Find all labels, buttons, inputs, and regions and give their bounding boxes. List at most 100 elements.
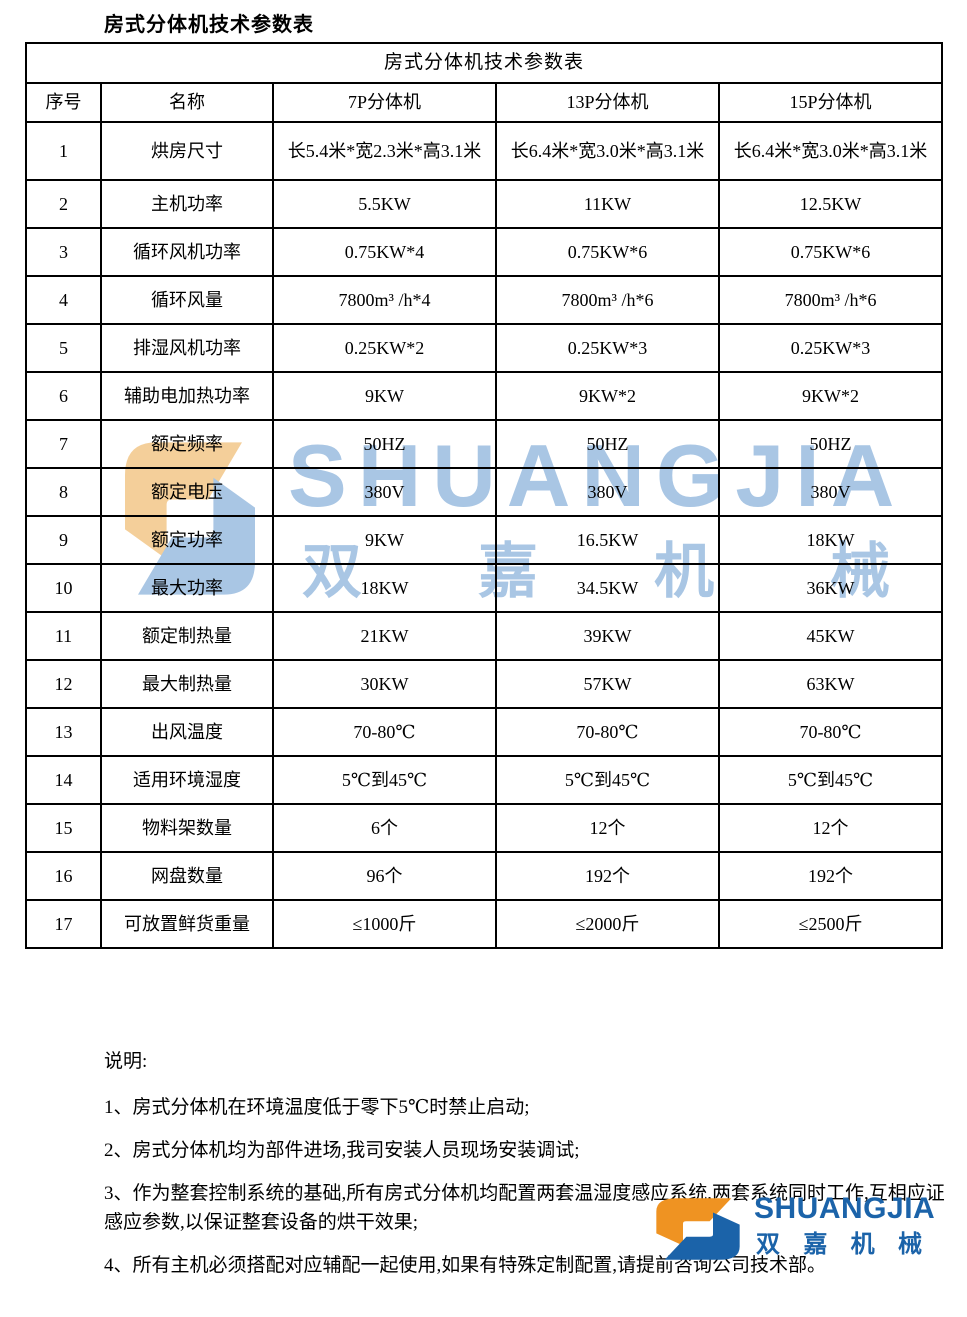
param-value-cell: 36KW	[717, 563, 944, 613]
param-name-cell: 主机功率	[100, 179, 274, 229]
param-value-cell: 长6.4米*宽3.0米*高3.1米	[717, 121, 944, 181]
table-row: 4 循环风量 7800m³ /h*4 7800m³ /h*6 7800m³ /h*6	[25, 275, 944, 325]
param-value-cell: 0.25KW*3	[717, 323, 944, 373]
param-value-cell: 0.75KW*6	[495, 227, 720, 277]
param-value-cell: 5℃到45℃	[495, 755, 720, 805]
page-title: 房式分体机技术参数表	[104, 14, 314, 36]
table-row: 13 出风温度 70-80℃ 70-80℃ 70-80℃	[25, 707, 944, 757]
row-number-cell: 9	[25, 515, 102, 565]
param-value-cell: 9KW*2	[495, 371, 720, 421]
param-value-cell: 21KW	[272, 611, 497, 661]
row-number-cell: 5	[25, 323, 102, 373]
param-value-cell: ≤2000斤	[495, 899, 720, 949]
param-value-cell: 45KW	[717, 611, 944, 661]
param-value-cell: 57KW	[495, 659, 720, 709]
param-value-cell: 18KW	[272, 563, 497, 613]
param-name-cell: 最大制热量	[100, 659, 274, 709]
param-value-cell: 380V	[272, 467, 497, 517]
table-caption-row: 房式分体机技术参数表	[24, 42, 944, 84]
col-header-index: 序号	[25, 82, 102, 123]
param-value-cell: 192个	[717, 851, 944, 901]
note-item-1: 1、房式分体机在环境温度低于零下5℃时禁止启动;	[104, 1097, 530, 1118]
param-value-cell: 70-80℃	[717, 707, 944, 757]
table-row: 14 适用环境湿度 5℃到45℃ 5℃到45℃ 5℃到45℃	[25, 755, 944, 805]
table-row: 11 额定制热量 21KW 39KW 45KW	[25, 611, 944, 661]
param-name-cell: 循环风机功率	[100, 227, 274, 277]
param-name-cell: 网盘数量	[100, 851, 274, 901]
row-number-cell: 8	[25, 467, 102, 517]
row-number-cell: 16	[25, 851, 102, 901]
param-value-cell: 12.5KW	[717, 179, 944, 229]
param-value-cell: 380V	[495, 467, 720, 517]
table-row: 9 额定功率 9KW 16.5KW 18KW	[25, 515, 944, 565]
col-header-name: 名称	[100, 82, 274, 123]
note-item-2: 2、房式分体机均为部件进场,我司安装人员现场安装调试;	[104, 1140, 580, 1161]
param-value-cell: ≤2500斤	[717, 899, 944, 949]
param-value-cell: 9KW*2	[717, 371, 944, 421]
param-value-cell: 18KW	[717, 515, 944, 565]
param-name-cell: 排湿风机功率	[100, 323, 274, 373]
row-number-cell: 13	[25, 707, 102, 757]
param-value-cell: 192个	[495, 851, 720, 901]
table-row: 2 主机功率 5.5KW 11KW 12.5KW	[25, 179, 944, 229]
param-value-cell: 7800m³ /h*6	[717, 275, 944, 325]
spec-table: 房式分体机技术参数表 序号 名称 7P分体机 13P分体机 15P分体机 1 烘房…	[24, 42, 944, 949]
param-name-cell: 额定频率	[100, 419, 274, 469]
param-value-cell: 70-80℃	[495, 707, 720, 757]
param-name-cell: 最大功率	[100, 563, 274, 613]
param-name-cell: 烘房尺寸	[100, 121, 274, 181]
param-value-cell: 30KW	[272, 659, 497, 709]
row-number-cell: 1	[25, 121, 102, 181]
param-name-cell: 额定功率	[100, 515, 274, 565]
param-name-cell: 辅助电加热功率	[100, 371, 274, 421]
table-row: 3 循环风机功率 0.75KW*4 0.75KW*6 0.75KW*6	[25, 227, 944, 277]
param-name-cell: 额定制热量	[100, 611, 274, 661]
param-value-cell: 16.5KW	[495, 515, 720, 565]
param-value-cell: 7800m³ /h*6	[495, 275, 720, 325]
table-row: 7 额定频率 50HZ 50HZ 50HZ	[25, 419, 944, 469]
note-item-3: 3、作为整套控制系统的基础,所有房式分体机均配置两套温湿度感应系统,两套系统同时…	[104, 1183, 945, 1233]
table-row: 15 物料架数量 6个 12个 12个	[25, 803, 944, 853]
row-number-cell: 10	[25, 563, 102, 613]
param-value-cell: 9KW	[272, 515, 497, 565]
param-value-cell: 380V	[717, 467, 944, 517]
param-name-cell: 循环风量	[100, 275, 274, 325]
param-value-cell: 0.75KW*4	[272, 227, 497, 277]
param-value-cell: 50HZ	[717, 419, 944, 469]
param-value-cell: 0.25KW*2	[272, 323, 497, 373]
param-value-cell: 70-80℃	[272, 707, 497, 757]
param-name-cell: 物料架数量	[100, 803, 274, 853]
table-body: 1 烘房尺寸 长5.4米*宽2.3米*高3.1米 长6.4米*宽3.0米*高3.1米长…	[25, 121, 944, 949]
param-value-cell: 5℃到45℃	[272, 755, 497, 805]
note-item-4: 4、所有主机必须搭配对应辅配一起使用,如果有特殊定制配置,请提前咨询公司技术部。	[104, 1255, 827, 1276]
row-number-cell: 14	[25, 755, 102, 805]
table-row: 5 排湿风机功率 0.25KW*2 0.25KW*3 0.25KW*3	[25, 323, 944, 373]
param-name-cell: 出风温度	[100, 707, 274, 757]
param-value-cell: 0.75KW*6	[717, 227, 944, 277]
table-header-row: 序号 名称 7P分体机 13P分体机 15P分体机	[25, 82, 944, 123]
param-value-cell: 11KW	[495, 179, 720, 229]
param-value-cell: 34.5KW	[495, 563, 720, 613]
table-row: 16 网盘数量 96个 192个 192个	[25, 851, 944, 901]
row-number-cell: 15	[25, 803, 102, 853]
table-row: 12 最大制热量 30KW 57KW 63KW	[25, 659, 944, 709]
param-value-cell: 96个	[272, 851, 497, 901]
col-header-7p: 7P分体机	[272, 82, 497, 123]
table-row: 10 最大功率 18KW 34.5KW 36KW	[25, 563, 944, 613]
param-value-cell: 39KW	[495, 611, 720, 661]
row-number-cell: 6	[25, 371, 102, 421]
param-value-cell: 50HZ	[272, 419, 497, 469]
param-value-cell: 50HZ	[495, 419, 720, 469]
row-number-cell: 2	[25, 179, 102, 229]
notes-heading: 说明:	[104, 1051, 148, 1072]
row-number-cell: 3	[25, 227, 102, 277]
table-row: 6 辅助电加热功率 9KW 9KW*2 9KW*2	[25, 371, 944, 421]
row-number-cell: 7	[25, 419, 102, 469]
param-value-cell: 5℃到45℃	[717, 755, 944, 805]
param-value-cell: 长6.4米*宽3.0米*高3.1米	[495, 121, 720, 181]
param-value-cell: 0.25KW*3	[495, 323, 720, 373]
table-row: 8 额定电压 380V 380V 380V	[25, 467, 944, 517]
param-value-cell: 5.5KW	[272, 179, 497, 229]
row-number-cell: 17	[25, 899, 102, 949]
param-value-cell: ≤1000斤	[272, 899, 497, 949]
